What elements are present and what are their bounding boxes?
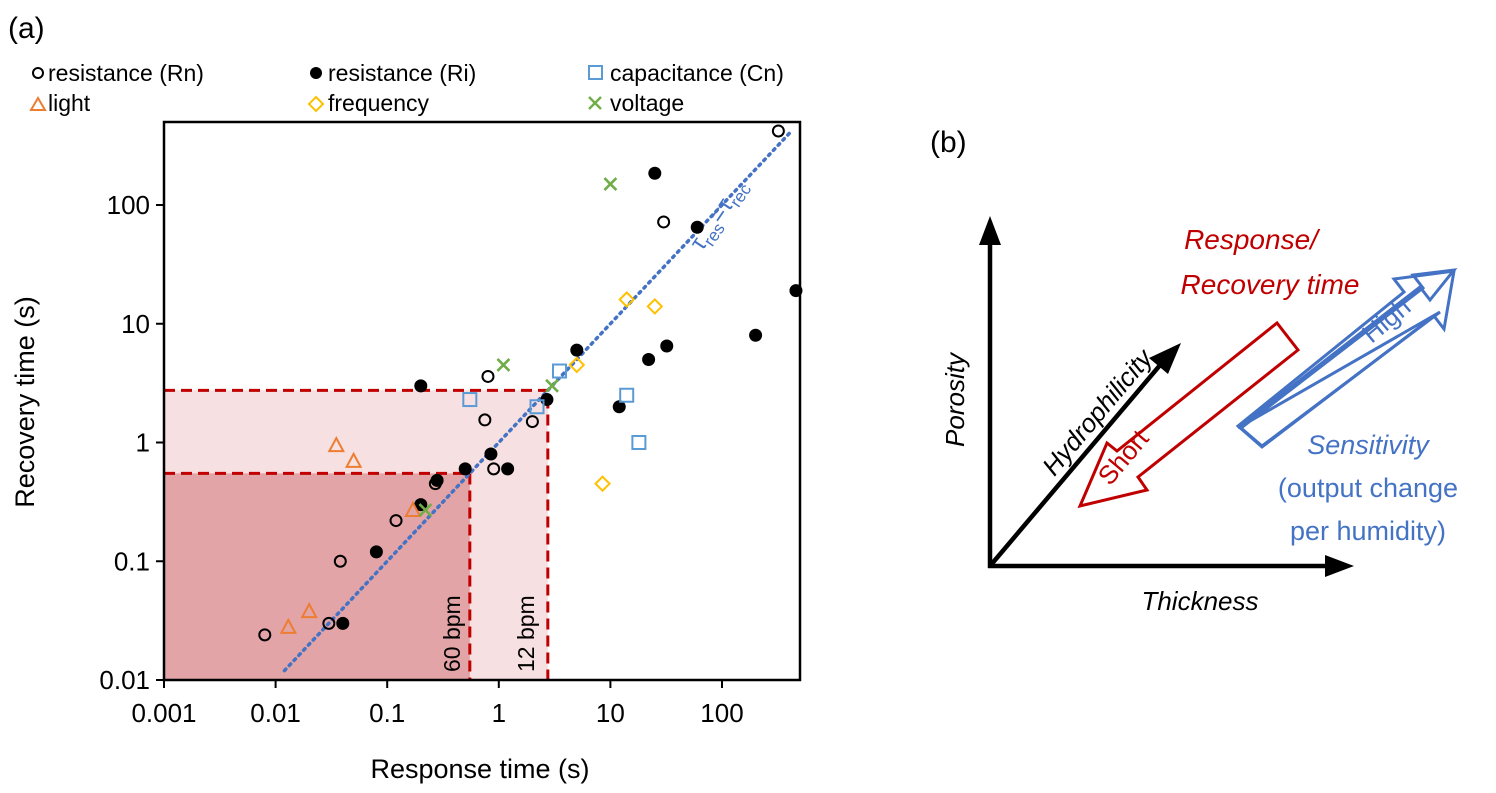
sensitivity-sub-line2: per humidity) (1290, 516, 1446, 546)
legend-label: light (48, 90, 91, 116)
point-light (279, 617, 297, 634)
x-tick-label: 100 (700, 698, 743, 728)
x-tick-label: 1 (492, 698, 506, 728)
region-label-12bpm: 12 bpm (513, 595, 539, 672)
legend-marker-filled-circle (310, 67, 322, 79)
point-resistance-rn (389, 514, 403, 528)
point-resistance-rn (333, 554, 347, 568)
porosity-label: Porosity (940, 351, 970, 447)
porosity-arrowhead-icon (979, 216, 1001, 245)
point-capacitance-cn (529, 399, 545, 415)
legend-item-resistance-rn: resistance (Rn) (32, 60, 204, 86)
y-tick-label: 0.1 (114, 546, 150, 576)
point-voltage (496, 358, 511, 372)
legend-item-capacitance-cn: capacitance (Cn) (588, 60, 784, 86)
point-capacitance-cn (552, 363, 568, 379)
region-label-60bpm: 60 bpm (439, 595, 465, 672)
hydrophilicity-label: Hydrophilicity (1036, 342, 1160, 481)
point-resistance-ri (336, 616, 350, 630)
legend-item-light: light (29, 90, 91, 116)
y-tick-label: 10 (121, 309, 150, 339)
point-resistance-ri (414, 379, 428, 393)
point-capacitance-cn (631, 435, 647, 451)
legend-label: resistance (Rn) (48, 60, 204, 86)
point-voltage (545, 378, 559, 393)
short-arrow-icon (1077, 320, 1301, 509)
point-frequency (618, 291, 636, 308)
legend-marker-open-square (588, 65, 603, 80)
y-tick-label: 100 (107, 190, 150, 220)
legend-marker-x (588, 96, 602, 110)
legend-label: resistance (Ri) (328, 60, 476, 86)
legend-marker-open-triangle (29, 96, 47, 111)
legend-item-frequency: frequency (307, 90, 430, 116)
legend-item-resistance-ri: resistance (Ri) (310, 60, 476, 86)
y-tick-label: 1 (136, 428, 150, 458)
x-tick-label: 10 (596, 698, 625, 728)
x-tick-label: 0.01 (250, 698, 301, 728)
hydrophilicity-axis (988, 362, 1163, 568)
x-axis-label: Response time (s) (370, 754, 589, 784)
legend-label: voltage (610, 90, 684, 116)
point-resistance-ri (660, 339, 674, 353)
point-resistance-ri (648, 166, 662, 180)
point-light (327, 436, 345, 453)
point-resistance-ri (570, 343, 584, 357)
point-light (344, 451, 363, 468)
point-resistance-rn (258, 628, 272, 642)
thickness-arrowhead-icon (1325, 555, 1354, 577)
legend-marker-open-diamond (307, 95, 325, 113)
high-arrow-body-icon (1235, 269, 1456, 449)
legend: resistance (Rn) resistance (Ri) capacita… (29, 60, 784, 116)
point-resistance-ri (484, 447, 498, 461)
y-axis-label: Recovery time (s) (10, 296, 40, 508)
point-resistance-rn (322, 616, 336, 630)
point-resistance-rn (487, 462, 501, 476)
x-tick-label: 0.001 (131, 698, 196, 728)
legend-label: capacitance (Cn) (610, 60, 784, 86)
legend-label: frequency (328, 90, 430, 116)
point-resistance-rn (771, 124, 785, 138)
response-recovery-title-line2: Recovery time (1181, 269, 1360, 300)
point-frequency (568, 356, 586, 374)
point-resistance-rn (478, 413, 492, 427)
point-resistance-rn (657, 215, 671, 229)
point-resistance-ri (690, 220, 704, 234)
point-resistance-ri (430, 473, 444, 487)
y-tick-label: 0.01 (99, 665, 150, 695)
point-voltage (418, 503, 433, 517)
response-recovery-title-line1: Response/ (1184, 224, 1321, 255)
panel-b-label: (b) (930, 126, 967, 159)
point-frequency (646, 297, 664, 315)
point-capacitance-cn (462, 392, 478, 408)
shaded-regions (164, 388, 550, 680)
point-resistance-ri (642, 352, 656, 366)
sensitivity-sub-line1: (output change (1278, 473, 1458, 503)
point-resistance-ri (612, 400, 626, 414)
hydrophilicity-arrowhead-icon (1149, 343, 1181, 374)
x-tick-label: 0.1 (369, 698, 405, 728)
point-resistance-rn (525, 415, 539, 429)
point-resistance-ri (458, 462, 472, 476)
point-resistance-ri (369, 545, 383, 559)
legend-marker-open-circle (32, 67, 44, 79)
point-resistance-rn (481, 369, 495, 383)
legend-item-voltage: voltage (588, 90, 684, 116)
reference-line-label: τres=τrec (685, 173, 756, 257)
plot-frame (162, 120, 802, 682)
point-capacitance-cn (619, 387, 635, 403)
diagram: Porosity Thickness Hydrophilicity Short … (940, 216, 1458, 616)
sensitivity-title: Sensitivity (1307, 430, 1430, 460)
point-light (404, 500, 422, 518)
point-resistance-ri (501, 462, 515, 476)
point-voltage (603, 177, 618, 192)
point-frequency (594, 475, 611, 493)
shaded-region-boundary (164, 471, 472, 680)
thickness-label: Thickness (1141, 586, 1258, 616)
panel-a-label: (a) (8, 12, 45, 45)
point-resistance-ri (749, 328, 763, 342)
point-light (300, 602, 318, 619)
